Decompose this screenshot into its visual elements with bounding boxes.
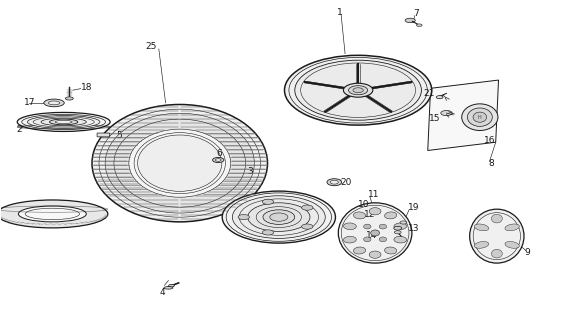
Text: 19: 19 (408, 203, 419, 212)
Ellipse shape (263, 210, 295, 224)
Ellipse shape (394, 231, 401, 234)
Ellipse shape (492, 249, 502, 258)
Ellipse shape (385, 247, 397, 254)
Ellipse shape (27, 116, 100, 128)
Ellipse shape (370, 230, 380, 236)
Ellipse shape (65, 97, 73, 100)
Text: 14: 14 (366, 231, 377, 240)
Ellipse shape (417, 24, 422, 27)
Ellipse shape (262, 230, 274, 235)
Ellipse shape (473, 112, 486, 122)
Text: 1: 1 (337, 8, 343, 17)
Ellipse shape (17, 112, 110, 132)
Ellipse shape (492, 214, 502, 223)
Ellipse shape (295, 60, 422, 120)
Ellipse shape (505, 242, 519, 248)
Ellipse shape (92, 105, 267, 222)
Ellipse shape (164, 287, 173, 289)
Ellipse shape (394, 236, 407, 243)
Ellipse shape (394, 226, 402, 230)
Ellipse shape (48, 101, 60, 105)
Text: H: H (478, 115, 482, 120)
Ellipse shape (385, 212, 397, 219)
Ellipse shape (50, 119, 78, 125)
Ellipse shape (41, 118, 86, 126)
Ellipse shape (344, 223, 356, 229)
Text: 9: 9 (525, 248, 530, 257)
Text: 8: 8 (488, 159, 494, 168)
Ellipse shape (284, 55, 432, 125)
Ellipse shape (238, 214, 249, 220)
Ellipse shape (222, 191, 336, 243)
Ellipse shape (216, 159, 221, 161)
Text: 15: 15 (430, 114, 441, 123)
Ellipse shape (339, 203, 412, 263)
Ellipse shape (168, 284, 174, 287)
Ellipse shape (138, 135, 222, 191)
Text: 17: 17 (24, 99, 35, 108)
Text: 5: 5 (116, 131, 122, 140)
Text: 7: 7 (414, 9, 419, 18)
Ellipse shape (469, 209, 524, 263)
Ellipse shape (349, 86, 368, 95)
Text: 13: 13 (408, 224, 419, 233)
FancyBboxPatch shape (97, 133, 110, 137)
Ellipse shape (270, 213, 288, 221)
Ellipse shape (129, 129, 230, 197)
Ellipse shape (232, 196, 325, 238)
Text: 6: 6 (217, 149, 222, 158)
Text: 2: 2 (17, 125, 22, 134)
Ellipse shape (369, 251, 381, 258)
Polygon shape (428, 80, 498, 150)
Ellipse shape (400, 221, 407, 224)
Ellipse shape (343, 83, 373, 97)
Ellipse shape (475, 224, 489, 231)
Ellipse shape (55, 120, 72, 124)
Ellipse shape (302, 205, 313, 210)
Ellipse shape (0, 200, 108, 228)
Ellipse shape (369, 208, 381, 215)
Ellipse shape (379, 237, 386, 242)
Text: 3: 3 (248, 167, 253, 176)
Text: 20: 20 (340, 178, 352, 187)
Ellipse shape (505, 224, 519, 231)
Ellipse shape (461, 104, 498, 131)
Ellipse shape (213, 157, 224, 163)
Ellipse shape (344, 236, 356, 243)
Ellipse shape (379, 224, 386, 229)
Ellipse shape (44, 99, 64, 107)
Ellipse shape (394, 223, 407, 229)
Ellipse shape (364, 237, 371, 242)
Text: 18: 18 (81, 83, 92, 92)
Text: 21: 21 (423, 89, 435, 98)
Ellipse shape (353, 247, 366, 254)
Ellipse shape (302, 224, 313, 229)
Ellipse shape (327, 179, 342, 186)
Ellipse shape (18, 206, 86, 222)
Ellipse shape (475, 242, 489, 248)
Ellipse shape (405, 18, 415, 23)
Ellipse shape (436, 96, 443, 99)
Text: 25: 25 (146, 42, 157, 51)
Ellipse shape (353, 212, 366, 219)
Text: 4: 4 (160, 288, 166, 297)
Ellipse shape (467, 108, 492, 126)
Ellipse shape (105, 113, 254, 213)
Text: 12: 12 (364, 210, 375, 219)
Ellipse shape (262, 199, 274, 204)
Ellipse shape (248, 203, 310, 231)
Text: 16: 16 (484, 136, 495, 146)
Ellipse shape (364, 224, 371, 229)
Text: 10: 10 (358, 200, 370, 209)
Ellipse shape (331, 180, 339, 184)
Ellipse shape (441, 110, 452, 116)
Ellipse shape (353, 88, 363, 93)
Text: 11: 11 (368, 190, 380, 199)
